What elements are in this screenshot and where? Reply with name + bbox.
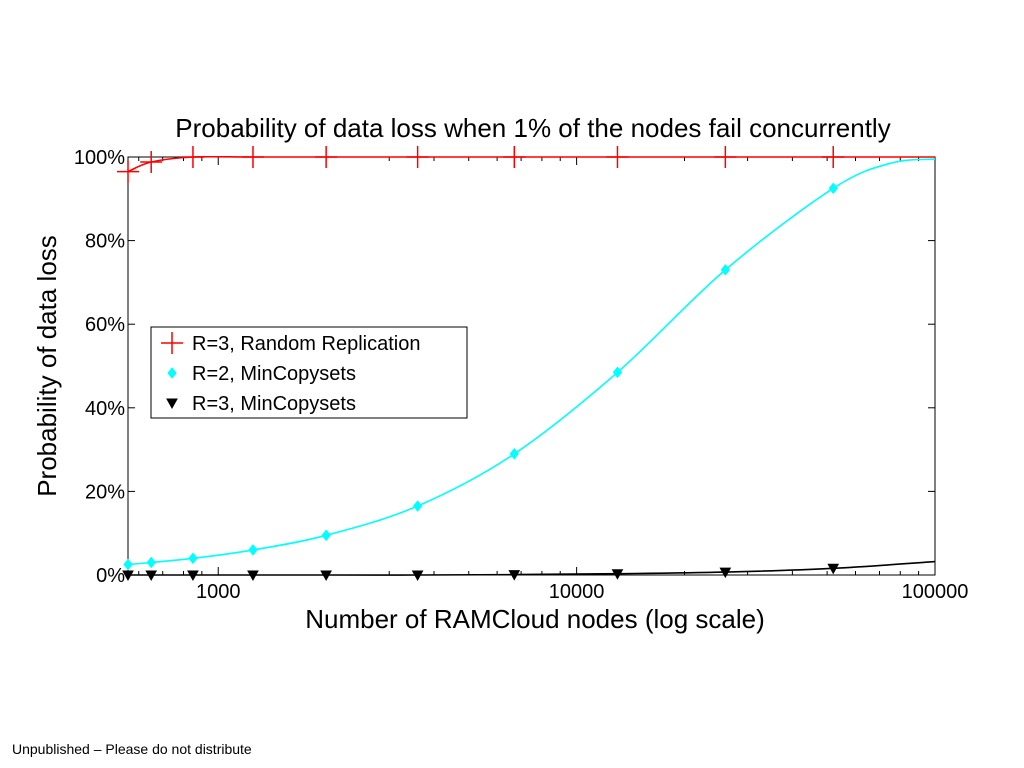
data-point [181,146,204,168]
data-point [612,366,623,379]
y-tick-label: 60% [85,314,125,336]
y-tick-label: 80% [85,231,125,253]
y-axis-label: Probability of data loss [32,235,62,497]
legend-marker [167,367,177,379]
data-point [187,570,199,582]
y-tick-label: 0% [96,565,125,587]
data-point [508,570,521,581]
data-point [122,570,134,582]
x-axis-label: Number of RAMCloud nodes (log scale) [305,604,765,634]
series-1 [117,146,935,183]
data-point [247,570,259,582]
legend-label: R=2, MinCopysets [192,363,356,385]
y-tick-label: 40% [85,398,125,420]
data-point [241,146,264,168]
data-point [828,182,838,195]
data-point [611,569,624,580]
data-point [145,570,158,582]
x-tick-label: 10000 [549,581,605,603]
series-3 [122,560,935,582]
plot-area: 0% 20% 40% 60% 80% 100% 1000 10000 100000 [74,146,969,603]
data-point [827,563,840,575]
x-tick-label: 1000 [196,581,241,603]
data-point [822,146,845,168]
legend-marker [166,398,178,410]
legend-box [150,326,468,419]
data-point [411,570,424,582]
data-point [406,146,429,168]
legend-marker [161,332,183,354]
series-line [128,156,935,173]
series-2 [123,158,935,571]
data-point [188,552,198,565]
legend: R=3, Random Replication R=2, MinCopysets R… [150,326,468,419]
data-point [248,544,258,556]
footer-note: Unpublished – Please do not distribute [12,741,252,757]
data-point [321,529,331,542]
y-tick-label: 100% [74,147,125,169]
data-point [146,556,156,569]
x-tick-label: 100000 [902,581,969,603]
data-point [714,146,737,168]
data-point [123,558,133,571]
data-point [140,151,163,174]
data-point [719,567,732,579]
data-point [315,146,338,168]
chart-title: Probability of data loss when 1% of the … [175,113,890,143]
data-point [503,146,526,168]
y-tick-label: 20% [85,481,125,503]
legend-label: R=3, Random Replication [192,333,420,355]
data-point [117,160,139,183]
data-point [606,146,629,168]
data-point [720,264,730,276]
data-point [320,570,332,582]
legend-label: R=3, MinCopysets [192,393,356,415]
data-point [509,447,519,460]
data-point [412,500,423,512]
